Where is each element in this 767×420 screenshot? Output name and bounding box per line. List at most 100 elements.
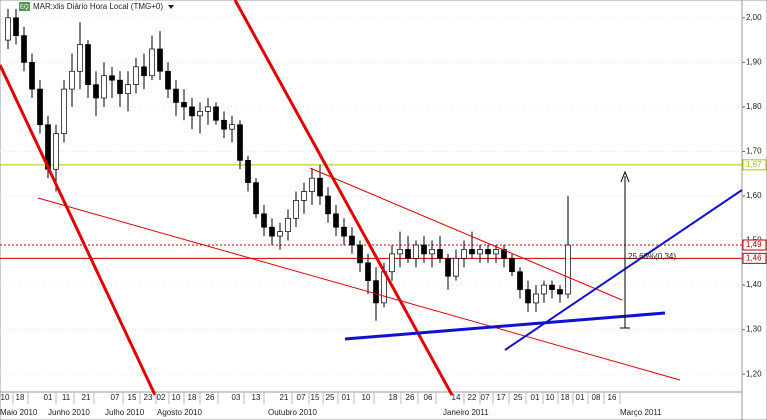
x-month-label: Outubro 2010 [268, 408, 317, 417]
candle-body [549, 284, 555, 290]
candle-body [509, 258, 515, 273]
candle-body [317, 177, 323, 197]
x-day-label: 07 [111, 393, 120, 402]
candle-body [189, 106, 195, 117]
candle-body [149, 48, 155, 77]
channel-line [309, 167, 623, 301]
candle-body [29, 62, 35, 90]
candle-body [405, 249, 411, 259]
chart-title: MAR:xlis Diário Hora Local (TMG+0) [33, 2, 163, 11]
candle-body [229, 124, 235, 130]
x-day-label: 16 [608, 393, 617, 402]
candle-body [13, 17, 19, 36]
candle-body [533, 293, 539, 304]
candle-body [277, 231, 283, 237]
y-tick-label: 1,60 [746, 191, 762, 200]
candle-body [261, 213, 267, 228]
x-day-label: 13 [252, 393, 261, 402]
x-month-label: Março 2011 [620, 408, 662, 417]
x-day-label: 22 [468, 393, 477, 402]
level-label: 1,49 [746, 240, 762, 249]
candle-body [85, 44, 91, 85]
x-day-label: 07 [481, 393, 490, 402]
level-box [742, 159, 767, 171]
candle-body [109, 75, 115, 81]
candle-body [541, 284, 547, 295]
candle-body [221, 119, 227, 130]
candle-body [101, 75, 107, 99]
y-tick-label: 1,40 [746, 280, 762, 289]
x-day-label: 08 [592, 393, 601, 402]
candle-body [437, 249, 443, 259]
x-day-label: 25 [326, 393, 335, 402]
x-day-label: 23 [144, 393, 153, 402]
candle-body [373, 280, 379, 304]
axes: 1,201,301,401,501,601,701,801,902,001,67… [0, 13, 767, 417]
y-tick-label: 1,70 [746, 147, 762, 156]
candle-body [493, 249, 499, 255]
level-box [742, 239, 767, 251]
x-month-label: Julho 2010 [105, 408, 145, 417]
candle-body [421, 244, 427, 255]
candle-body [525, 289, 531, 304]
candle-body [325, 195, 331, 215]
candle-body [69, 70, 75, 90]
level-label: 1,67 [746, 160, 762, 169]
trendline [233, 0, 454, 396]
candle-body [205, 106, 211, 112]
x-day-label: 01 [44, 393, 53, 402]
x-month-label: Junho 2010 [48, 408, 90, 417]
price-axis [741, 0, 767, 420]
candle-body [93, 84, 99, 99]
x-day-label: 14 [452, 393, 461, 402]
x-day-label: 02 [157, 393, 166, 402]
candle-body [341, 226, 347, 237]
x-day-label: 06 [424, 393, 433, 402]
x-day-label: 18 [561, 393, 570, 402]
candle-body [141, 66, 147, 77]
candle-body [485, 249, 491, 255]
y-tick-label: 2,00 [746, 13, 762, 22]
candle-body [429, 249, 435, 255]
x-day-label: 10 [546, 393, 555, 402]
badge-box [19, 2, 30, 11]
y-tick-label: 1,20 [746, 369, 762, 378]
candle-body [461, 249, 467, 259]
x-day-label: 07 [297, 393, 306, 402]
candle-body [157, 48, 163, 72]
x-month-label: Agosto 2010 [157, 408, 202, 417]
support-line [504, 189, 743, 351]
candle-body [413, 244, 419, 259]
candle-body [389, 253, 395, 273]
x-day-label: 21 [280, 393, 289, 402]
x-day-label: 21 [82, 393, 91, 402]
candle-body [53, 133, 59, 170]
level-label: 1,46 [746, 253, 762, 262]
y-tick-label: 1,90 [746, 57, 762, 66]
candle-body [173, 88, 179, 103]
measure-label: 25,63%(0,34) [628, 252, 676, 261]
time-axis [0, 391, 743, 420]
y-tick-label: 1,30 [746, 325, 762, 334]
trendlines [0, 0, 743, 396]
x-day-label: 18 [16, 393, 25, 402]
candle-body [77, 44, 83, 72]
candle-body [125, 84, 131, 94]
candle-body [453, 258, 459, 277]
x-day-label: 18 [188, 393, 197, 402]
candle-body [245, 160, 251, 183]
candle-body [309, 177, 315, 192]
candle-body [285, 217, 291, 232]
candle-body [445, 258, 451, 277]
candle-body [21, 35, 27, 63]
candle-body [397, 249, 403, 255]
candle-body [61, 88, 67, 134]
x-day-label: 10 [172, 393, 181, 402]
candle-body [565, 244, 571, 295]
x-day-label: 26 [206, 393, 215, 402]
x-day-label: 17 [497, 393, 506, 402]
levels [0, 164, 742, 259]
candle-body [237, 124, 243, 161]
dropdown[interactable] [168, 5, 174, 9]
